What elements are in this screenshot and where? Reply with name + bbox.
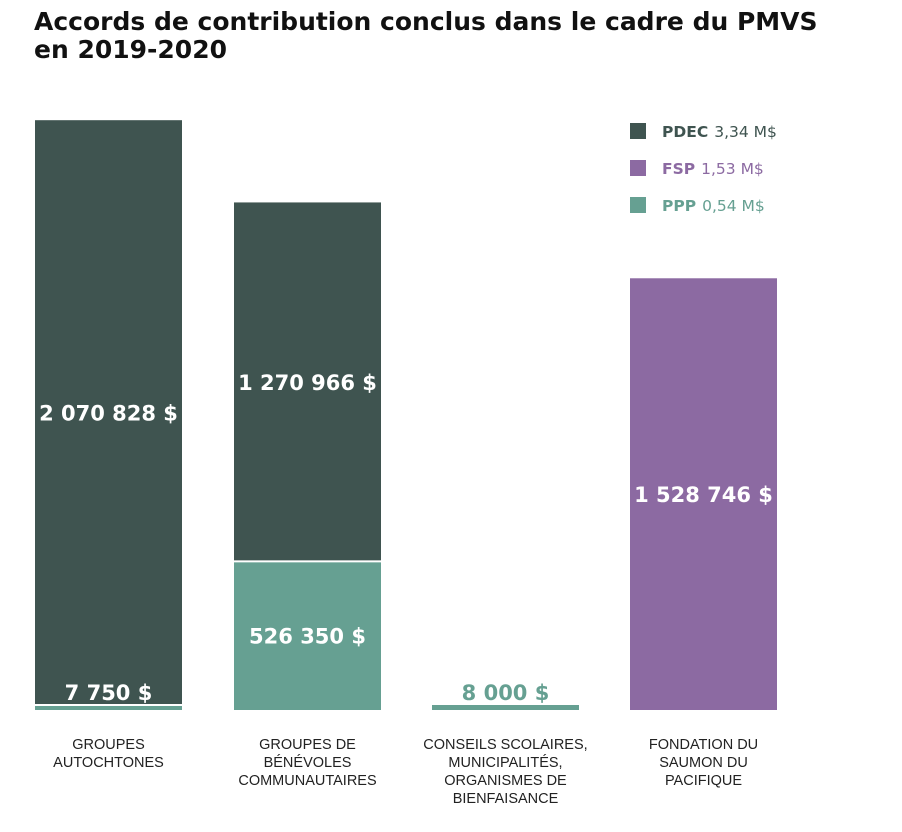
bar-segment-ppp-2 xyxy=(432,705,579,710)
data-label-pdec-1: 1 270 966 $ xyxy=(238,371,377,395)
chart-title-line-1: Accords de contribution conclus dans le … xyxy=(34,7,818,36)
legend-value-ppp: 0,54 M$ xyxy=(702,197,765,215)
bar-segment-ppp-0 xyxy=(35,705,182,710)
legend-value-pdec: 3,34 M$ xyxy=(714,123,777,141)
data-label-ppp-2: 8 000 $ xyxy=(462,681,550,705)
category-label-2-line-3: BIENFAISANCE xyxy=(453,791,559,807)
category-label-3-line-0: FONDATION DU xyxy=(649,737,758,753)
segment-divider-1 xyxy=(234,560,381,563)
chart-title: Accords de contribution conclus dans le … xyxy=(34,8,874,64)
category-label-2-line-0: CONSEILS SCOLAIRES, xyxy=(423,737,587,753)
legend: PDEC 3,34 M$ FSP 1,53 M$ PPP 0,54 M$ xyxy=(630,123,777,215)
legend-entry-fsp: FSP xyxy=(662,160,695,178)
category-label-1-line-0: GROUPES DE xyxy=(259,737,356,753)
category-label-2-line-1: MUNICIPALITÉS, xyxy=(448,754,562,771)
bar-segment-ppp-1 xyxy=(234,561,381,710)
segment-divider-0 xyxy=(35,704,182,706)
legend-swatch-fsp xyxy=(630,160,646,176)
chart-title-line-2: en 2019-2020 xyxy=(34,35,227,64)
legend-value-fsp: 1,53 M$ xyxy=(701,160,764,178)
category-label-0-line-0: GROUPES xyxy=(72,737,145,753)
data-label-ppp-0: 7 750 $ xyxy=(65,681,153,705)
data-label-ppp-1: 526 350 $ xyxy=(249,625,366,649)
bar-segment-fsp-3 xyxy=(630,278,777,710)
legend-swatch-ppp xyxy=(630,197,646,213)
data-label-pdec-0: 2 070 828 $ xyxy=(39,402,178,426)
legend-swatch-pdec xyxy=(630,123,646,139)
legend-entry-pdec: PDEC xyxy=(662,123,708,141)
category-label-3-line-1: SAUMON DU xyxy=(659,755,748,771)
data-label-fsp-3: 1 528 746 $ xyxy=(634,483,773,507)
category-label-3-line-2: PACIFIQUE xyxy=(665,773,742,789)
category-label-2-line-2: ORGANISMES DE xyxy=(444,773,567,789)
category-label-1-line-1: BÉNÉVOLES xyxy=(264,754,352,771)
category-label-1-line-2: COMMUNAUTAIRES xyxy=(238,773,376,789)
segment-labels-group: 7 750 $ 2 070 828 $ 526 350 $ 1 270 966 $ 8 … xyxy=(39,371,773,705)
bar-segment-pdec-1 xyxy=(234,202,381,562)
bar-segment-pdec-0 xyxy=(35,120,182,705)
legend-entry-ppp: PPP xyxy=(662,197,696,215)
category-label-0-line-1: AUTOCHTONES xyxy=(53,755,164,771)
bars-group xyxy=(35,120,777,710)
